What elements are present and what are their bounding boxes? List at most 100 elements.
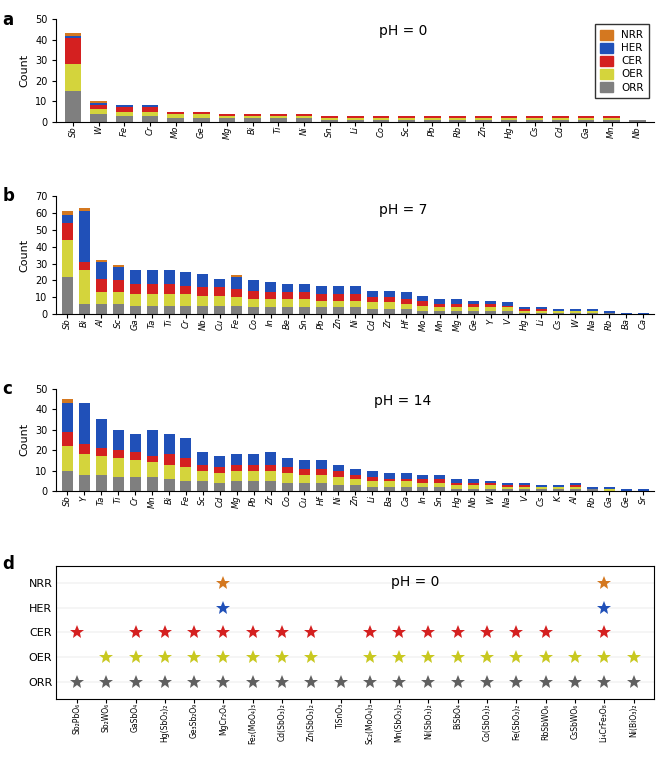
Bar [265,299,276,307]
Bar [141,105,159,108]
Bar [350,479,361,485]
Bar [333,301,344,307]
Bar [452,483,462,485]
Bar [244,118,261,121]
Bar [468,301,479,304]
Bar [536,487,547,489]
Bar [604,115,620,118]
Bar [333,485,344,491]
Bar [502,489,513,491]
Bar [434,311,446,314]
Bar [96,419,107,448]
Text: pH = 0: pH = 0 [379,24,427,38]
Bar [452,307,462,311]
Bar [197,296,208,306]
Bar [129,306,141,314]
Bar [501,118,517,120]
Bar [418,311,428,314]
Bar [248,465,259,471]
Bar [116,108,133,112]
Bar [434,304,446,307]
Bar [270,118,287,121]
Bar [163,479,175,491]
Bar [282,467,293,473]
Bar [129,477,141,491]
Bar [502,483,513,485]
Bar [570,485,581,487]
Bar [193,112,210,114]
Bar [141,115,159,121]
Bar [519,312,530,314]
Bar [282,473,293,483]
Bar [147,477,157,491]
Bar [299,468,310,474]
Bar [113,450,124,458]
Bar [282,299,293,307]
Bar [527,118,543,120]
Bar [113,458,124,477]
Bar [475,120,492,121]
Bar [270,114,287,115]
Bar [604,487,615,489]
Bar [373,120,389,121]
Bar [553,485,564,487]
Bar [553,487,564,489]
Bar [519,483,530,485]
Bar [265,452,276,465]
Bar [197,306,208,314]
Bar [244,114,261,115]
Bar [502,306,513,307]
Bar [384,309,394,314]
Bar [163,455,175,465]
Bar [604,118,620,120]
Bar [96,474,107,491]
Bar [468,311,479,314]
Bar [244,115,261,118]
Bar [587,487,598,489]
Bar [299,474,310,483]
Bar [621,312,631,314]
Bar [282,458,293,467]
Bar [578,120,594,121]
Bar [536,307,547,309]
Bar [637,312,649,314]
Bar [418,306,428,311]
Bar [536,311,547,312]
Bar [367,297,378,303]
Bar [501,120,517,121]
Bar [90,103,107,105]
Bar [163,306,175,314]
Bar [553,309,564,311]
Bar [62,403,73,432]
Bar [475,115,492,118]
Bar [578,115,594,118]
Y-axis label: Count: Count [19,423,29,456]
Bar [248,481,259,491]
Bar [167,112,184,114]
Bar [475,118,492,120]
Bar [248,471,259,481]
Bar [96,261,107,262]
Bar [434,479,446,483]
Bar [116,112,133,115]
Bar [450,115,466,118]
Bar [347,115,364,118]
Bar [65,64,82,91]
Bar [418,301,428,306]
Bar [129,294,141,306]
Bar [96,304,107,314]
Bar [282,483,293,491]
Bar [398,115,415,118]
Bar [316,301,327,307]
Bar [400,304,412,309]
Bar [536,485,547,487]
Bar [450,118,466,120]
Bar [265,465,276,471]
Text: pH = 14: pH = 14 [374,394,432,408]
Bar [384,479,394,481]
Bar [299,293,310,299]
Bar [333,471,344,477]
Bar [400,309,412,314]
Bar [214,456,225,467]
Bar [485,304,496,307]
